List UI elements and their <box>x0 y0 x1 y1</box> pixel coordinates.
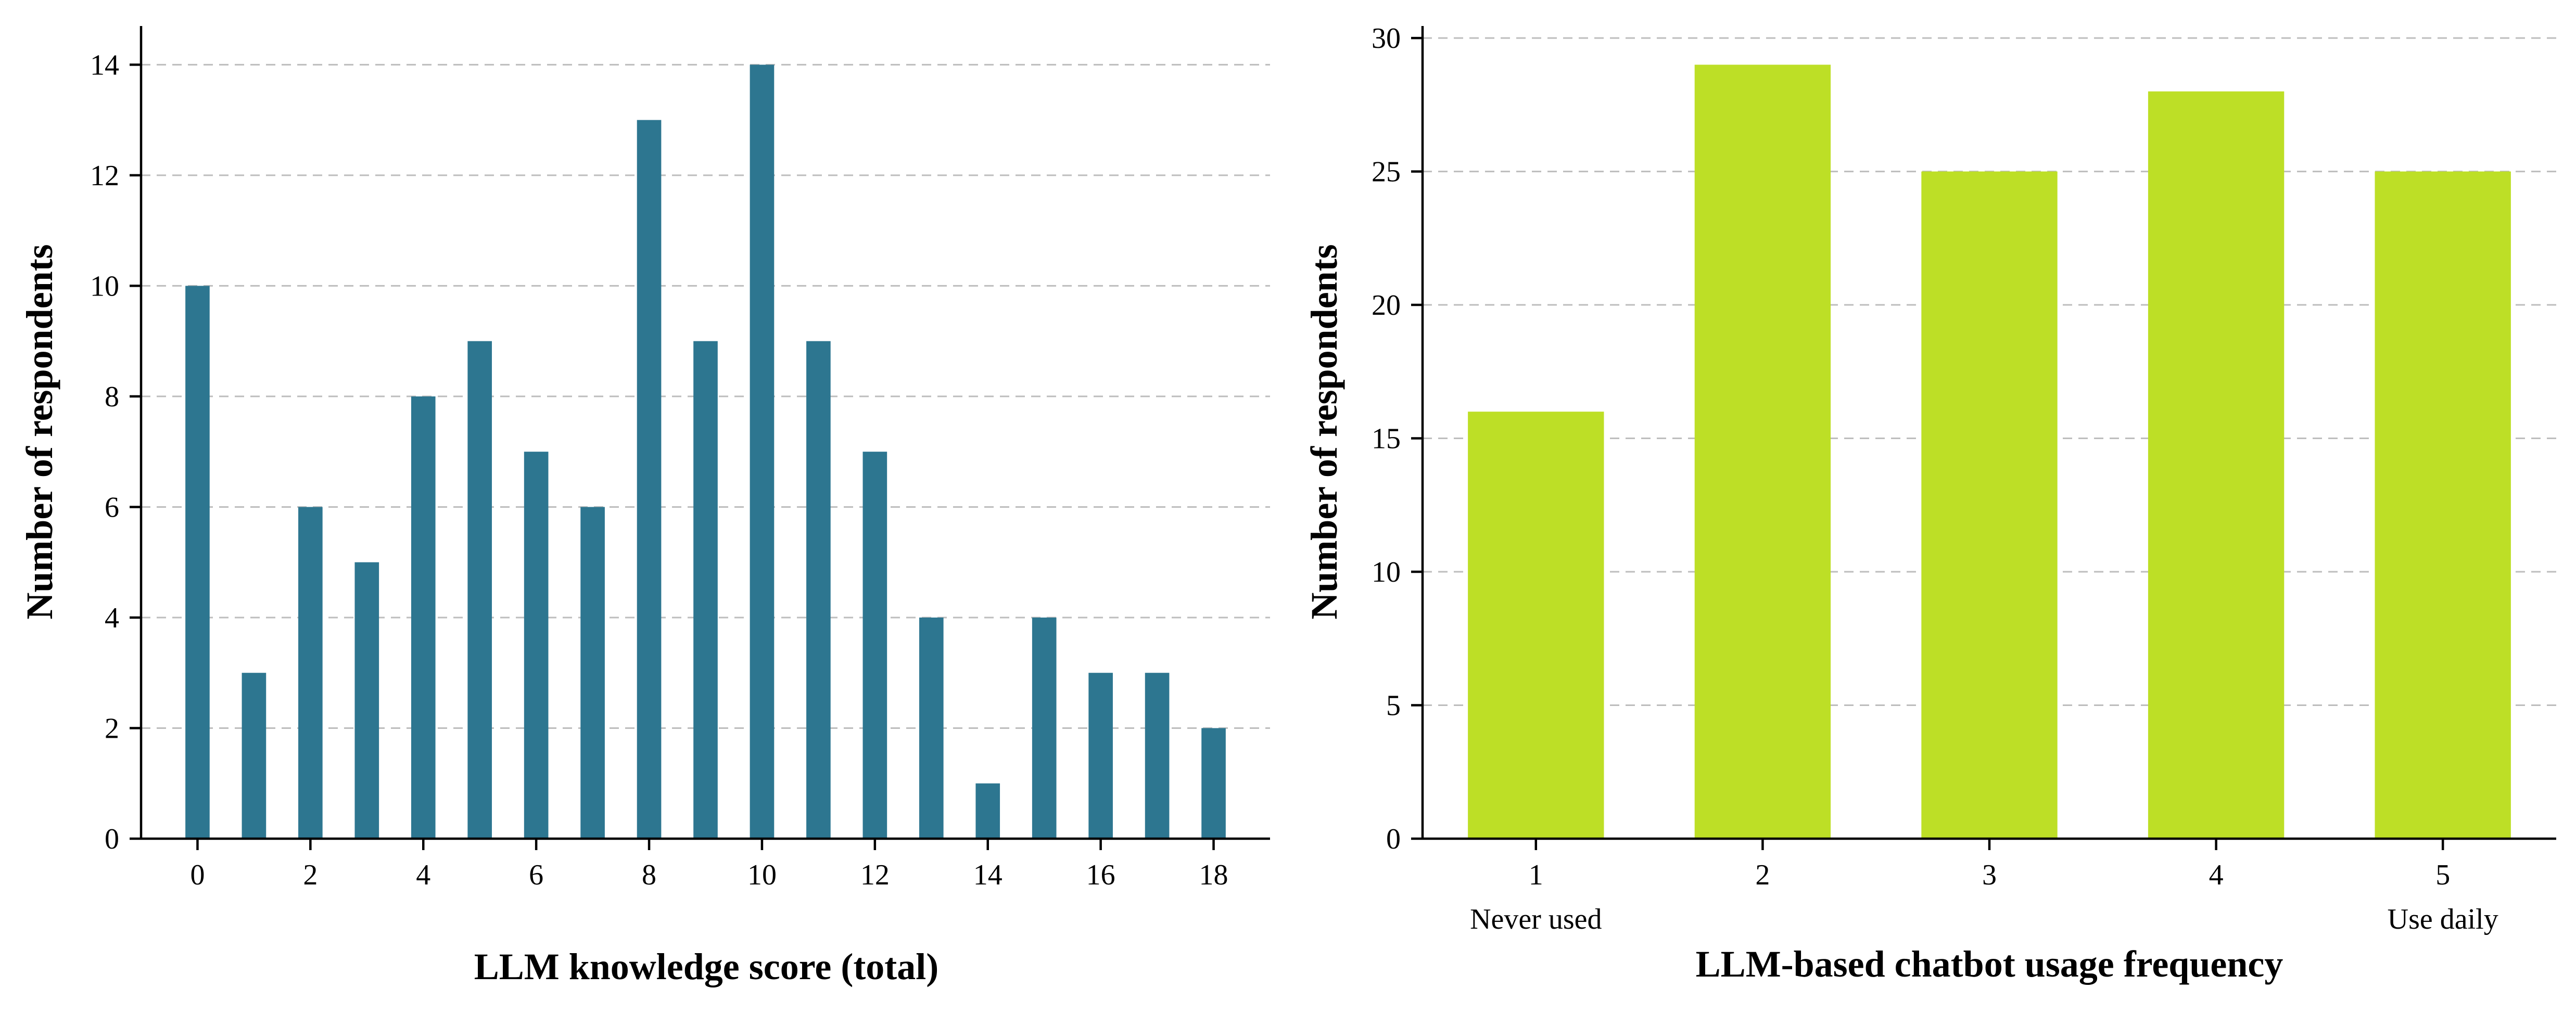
left-x-tick-label: 6 <box>529 859 543 891</box>
left-bar <box>806 341 831 839</box>
right-bar <box>1468 412 1604 839</box>
left-bar <box>637 120 662 839</box>
left-bar <box>354 562 379 839</box>
left-bar <box>1145 673 1170 839</box>
right-x-axis-title: LLM-based chatbot usage frequency <box>1696 943 2283 985</box>
right-y-tick-label: 30 <box>1372 22 1401 55</box>
left-bar <box>862 452 887 839</box>
left-x-tick-label: 10 <box>747 859 777 891</box>
left-axes <box>139 26 1270 840</box>
right-bar <box>2375 171 2511 839</box>
left-bar <box>467 341 492 839</box>
right-bar <box>1921 171 2058 839</box>
left-bar <box>919 617 944 839</box>
right-x-sublabel: Use daily <box>2388 903 2498 935</box>
right-y-tick-label: 10 <box>1372 556 1401 588</box>
right-x-tick-label: 5 <box>2435 859 2450 891</box>
right-y-tick-label: 5 <box>1386 690 1401 722</box>
left-bar <box>975 783 1000 839</box>
right-x-tick-label: 2 <box>1755 859 1770 891</box>
left-y-axis-title: Number of respondents <box>19 244 60 619</box>
left-ticks: 0 2 4 6 8 10 12 14 0 2 4 6 8 10 12 14 16 18 <box>90 49 1228 891</box>
left-bar <box>524 452 549 839</box>
right-bar <box>1694 65 1831 839</box>
right-y-tick-label: 25 <box>1372 156 1401 188</box>
knowledge-score-chart: 0 2 4 6 8 10 12 14 0 2 4 6 8 10 12 14 16 18 LLM knowledge… <box>19 26 1270 987</box>
left-y-tick-label: 4 <box>105 602 119 634</box>
left-bar <box>411 396 436 839</box>
right-y-tick-label: 15 <box>1372 423 1401 455</box>
left-x-tick-label: 2 <box>303 859 318 891</box>
left-x-tick-label: 4 <box>416 859 430 891</box>
left-bar <box>185 286 210 839</box>
left-x-tick-label: 14 <box>973 859 1003 891</box>
left-bar <box>242 673 267 839</box>
left-x-axis-title: LLM knowledge score (total) <box>474 946 939 987</box>
right-x-tick-label: 4 <box>2209 859 2224 891</box>
left-y-tick-label: 8 <box>105 381 119 413</box>
left-bar <box>1088 673 1113 839</box>
left-y-tick-label: 6 <box>105 491 119 523</box>
right-bars <box>1468 65 2511 839</box>
left-bar <box>1201 728 1226 839</box>
left-bar <box>298 507 323 839</box>
right-y-tick-label: 0 <box>1386 823 1401 855</box>
left-bar <box>580 507 605 839</box>
right-x-sublabel: Never used <box>1470 903 1602 935</box>
left-y-tick-label: 14 <box>90 49 119 81</box>
left-y-tick-label: 0 <box>105 823 119 855</box>
left-y-tick-label: 10 <box>90 270 119 302</box>
left-bar <box>750 65 775 839</box>
left-bar <box>1032 617 1057 839</box>
right-x-tick-label: 3 <box>1982 859 1997 891</box>
left-x-tick-label: 0 <box>190 859 205 891</box>
left-x-tick-label: 18 <box>1199 859 1228 891</box>
left-x-tick-label: 16 <box>1086 859 1115 891</box>
left-y-tick-label: 2 <box>105 712 119 745</box>
right-y-tick-label: 20 <box>1372 289 1401 322</box>
left-bar <box>693 341 718 839</box>
right-y-axis-title: Number of respondents <box>1303 244 1345 619</box>
right-x-tick-label: 1 <box>1529 859 1543 891</box>
right-ticks: 0 5 10 15 20 25 30 1 2 3 4 5 Never used Use daily <box>1372 22 2498 935</box>
left-y-tick-label: 12 <box>90 160 119 192</box>
left-x-tick-label: 12 <box>860 859 890 891</box>
left-bars <box>185 65 1226 839</box>
right-bar <box>2148 91 2285 839</box>
usage-frequency-chart: 0 5 10 15 20 25 30 1 2 3 4 5 Never used Use daily LLM… <box>1303 22 2556 985</box>
left-x-tick-label: 8 <box>642 859 656 891</box>
